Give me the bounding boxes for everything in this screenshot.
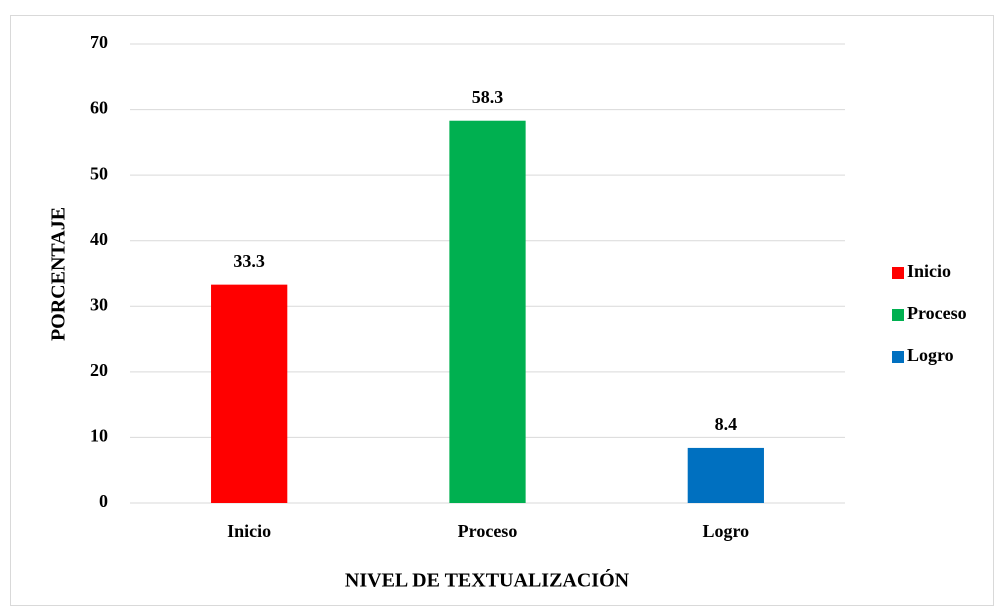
y-tick-label: 40 bbox=[90, 229, 108, 249]
x-tick-label: Logro bbox=[702, 521, 749, 541]
y-tick-label: 10 bbox=[90, 426, 108, 446]
legend-label: Logro bbox=[907, 345, 954, 365]
y-tick-label: 0 bbox=[99, 491, 108, 511]
data-label: 58.3 bbox=[472, 87, 504, 107]
y-tick-label: 30 bbox=[90, 294, 108, 314]
legend-swatch bbox=[892, 351, 904, 363]
legend-label: Inicio bbox=[907, 261, 951, 281]
bar bbox=[687, 447, 764, 503]
bar bbox=[211, 284, 288, 503]
legend-swatch bbox=[892, 309, 904, 321]
y-axis-title: PORCENTAJE bbox=[48, 207, 70, 341]
x-axis-title: NIVEL DE TEXTUALIZACIÓN bbox=[345, 568, 630, 592]
y-tick-label: 70 bbox=[90, 32, 108, 52]
y-tick-label: 60 bbox=[90, 98, 108, 118]
legend-label: Proceso bbox=[907, 303, 967, 323]
data-label: 8.4 bbox=[715, 414, 738, 434]
x-tick-label: Proceso bbox=[458, 521, 518, 541]
bar bbox=[449, 120, 526, 504]
legend-swatch bbox=[892, 267, 904, 279]
x-tick-label: Inicio bbox=[227, 521, 271, 541]
data-label: 33.3 bbox=[233, 251, 265, 271]
y-tick-label: 50 bbox=[90, 163, 108, 183]
y-tick-label: 20 bbox=[90, 360, 108, 380]
